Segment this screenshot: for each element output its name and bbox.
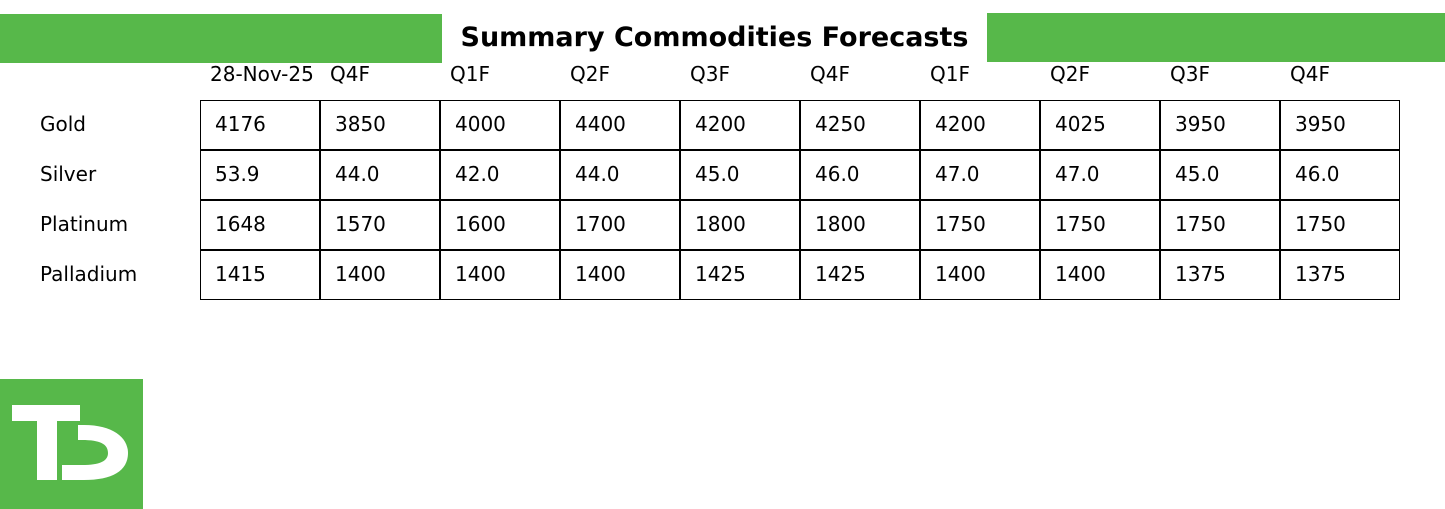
- cell-value: 1800: [815, 212, 866, 236]
- header-band-right: [987, 13, 1445, 62]
- table-cell: [800, 250, 920, 300]
- column-header: Q3F: [1170, 62, 1210, 86]
- table-cell: [680, 200, 800, 250]
- table-cell: [320, 200, 440, 250]
- table-cell: [440, 100, 560, 150]
- table-cell: [920, 150, 1040, 200]
- row-label: Silver: [40, 162, 97, 186]
- table-cell: [200, 200, 320, 250]
- cell-value: 47.0: [935, 162, 980, 186]
- table-cell: [440, 150, 560, 200]
- cell-value: 4400: [575, 112, 626, 136]
- table-cell: [320, 150, 440, 200]
- table-cell: [920, 250, 1040, 300]
- title: Summary Commodities Forecasts: [460, 22, 969, 53]
- table-cell: [440, 200, 560, 250]
- cell-value: 4025: [1055, 112, 1106, 136]
- column-header: Q1F: [930, 62, 970, 86]
- table-cell: [320, 100, 440, 150]
- table-cell: [440, 250, 560, 300]
- cell-value: 1800: [695, 212, 746, 236]
- cell-value: 3850: [335, 112, 386, 136]
- table-cell: [1160, 150, 1280, 200]
- cell-value: 47.0: [1055, 162, 1100, 186]
- column-header: Q2F: [1050, 62, 1090, 86]
- cell-value: 4200: [695, 112, 746, 136]
- cell-value: 46.0: [815, 162, 860, 186]
- cell-value: 1400: [935, 262, 986, 286]
- table-cell: [680, 150, 800, 200]
- cell-value: 1750: [1175, 212, 1226, 236]
- column-header: Q1F: [450, 62, 490, 86]
- table-cell: [1040, 100, 1160, 150]
- table-cell: [680, 100, 800, 150]
- table-cell: [1280, 100, 1400, 150]
- cell-value: 1400: [1055, 262, 1106, 286]
- cell-value: 1648: [215, 212, 266, 236]
- cell-value: 42.0: [455, 162, 500, 186]
- cell-value: 1750: [1295, 212, 1346, 236]
- table-cell: [200, 150, 320, 200]
- row-label: Platinum: [40, 212, 129, 236]
- table-cell: [560, 250, 680, 300]
- cell-value: 1425: [815, 262, 866, 286]
- cell-value: 53.9: [215, 162, 260, 186]
- table-cell: [920, 200, 1040, 250]
- column-header: Q4F: [330, 62, 370, 86]
- cell-value: 1375: [1175, 262, 1226, 286]
- column-header: Q3F: [690, 62, 730, 86]
- table-cell: [560, 200, 680, 250]
- cell-value: 1750: [1055, 212, 1106, 236]
- table-cell: [680, 250, 800, 300]
- table-cell: [1160, 200, 1280, 250]
- column-header: Q4F: [1290, 62, 1330, 86]
- cell-value: 1425: [695, 262, 746, 286]
- cell-value: 4000: [455, 112, 506, 136]
- cell-value: 1600: [455, 212, 506, 236]
- cell-value: 4176: [215, 112, 266, 136]
- table-cell: [1040, 150, 1160, 200]
- cell-value: 4200: [935, 112, 986, 136]
- cell-value: 4250: [815, 112, 866, 136]
- row-label: Palladium: [40, 262, 138, 286]
- cell-value: 1400: [455, 262, 506, 286]
- table-cell: [1280, 150, 1400, 200]
- cell-value: 1400: [575, 262, 626, 286]
- cell-value: 1700: [575, 212, 626, 236]
- cell-value: 44.0: [335, 162, 380, 186]
- cell-value: 44.0: [575, 162, 620, 186]
- table-cell: [1280, 200, 1400, 250]
- cell-value: 45.0: [1175, 162, 1220, 186]
- table-cell: [1040, 200, 1160, 250]
- table-cell: [1280, 250, 1400, 300]
- table-cell: [800, 150, 920, 200]
- table-cell: [800, 200, 920, 250]
- column-header: Q2F: [570, 62, 610, 86]
- table-cell: [200, 250, 320, 300]
- table-cell: [1160, 250, 1280, 300]
- cell-value: 1570: [335, 212, 386, 236]
- cell-value: 3950: [1175, 112, 1226, 136]
- table-cell: [800, 100, 920, 150]
- cell-value: 46.0: [1295, 162, 1340, 186]
- table-cell: [920, 100, 1040, 150]
- cell-value: 45.0: [695, 162, 740, 186]
- table-cell: [560, 100, 680, 150]
- cell-value: 3950: [1295, 112, 1346, 136]
- column-header: Q4F: [810, 62, 850, 86]
- table-cell: [1160, 100, 1280, 150]
- td-logo: [0, 379, 143, 509]
- cell-value: 1375: [1295, 262, 1346, 286]
- table-cell: [1040, 250, 1160, 300]
- table-cell: [200, 100, 320, 150]
- column-header: 28-Nov-25: [210, 62, 314, 86]
- cell-value: 1415: [215, 262, 266, 286]
- row-label: Gold: [40, 112, 86, 136]
- table-cell: [320, 250, 440, 300]
- cell-value: 1400: [335, 262, 386, 286]
- table-cell: [560, 150, 680, 200]
- cell-value: 1750: [935, 212, 986, 236]
- header-band-left: [0, 14, 442, 63]
